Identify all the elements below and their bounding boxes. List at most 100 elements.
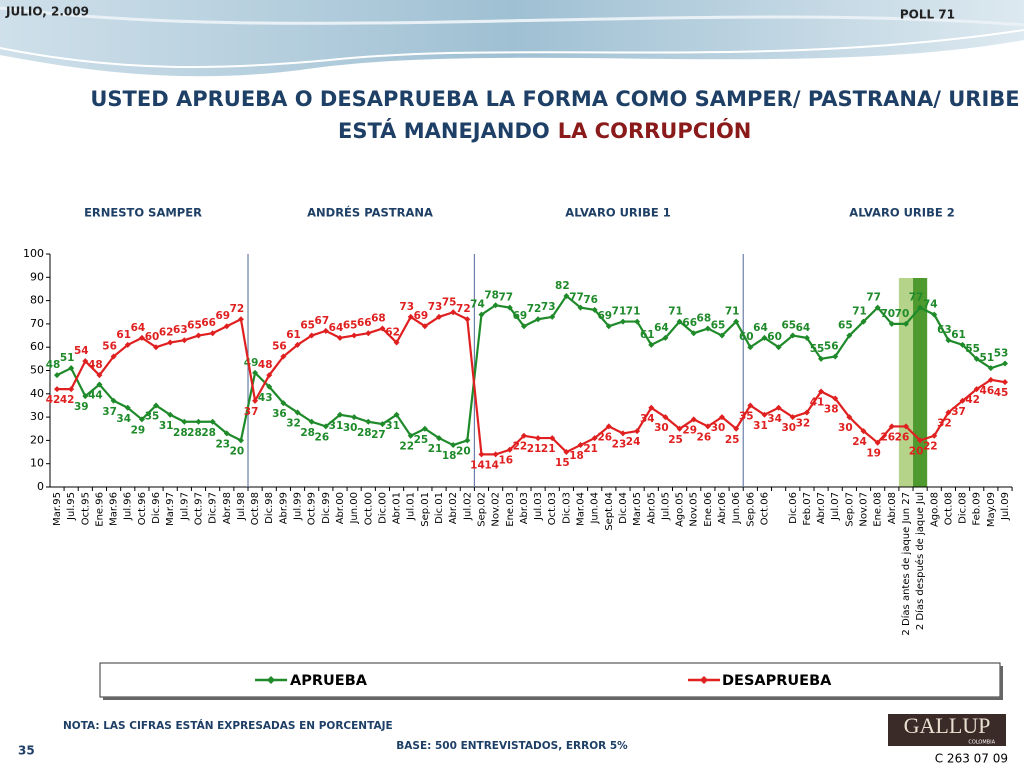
x-tick-label: Mar.97 [165,492,176,526]
x-tick-label: Ene.03 [505,492,516,527]
point [803,334,810,341]
value-label: 26 [880,431,895,443]
point [690,416,697,423]
point [888,320,895,327]
value-label: 31 [159,420,174,432]
point [549,313,556,320]
x-tick-label: Jul.02 [462,492,473,521]
x-tick-label: Jul.99 [293,492,304,521]
value-label: 66 [201,317,216,329]
point [846,332,853,339]
point [138,334,145,341]
point [563,292,570,299]
period-name: ERNESTO SAMPER [84,206,202,220]
value-label: 18 [442,450,457,462]
x-tick-label: May.09 [986,492,997,527]
point [634,428,641,435]
y-tick-label: 80 [30,294,44,307]
value-label: 65 [781,320,796,332]
x-tick-label: Abr.02 [448,492,459,524]
value-label: 23 [612,438,627,450]
value-label: 26 [895,431,910,443]
x-tick-label: Abr.98 [222,492,233,524]
value-label: 69 [513,310,528,322]
x-tick-label: Abr.08 [887,492,898,524]
value-label: 65 [711,320,726,332]
value-label: 64 [329,322,344,334]
value-label: 37 [951,406,966,418]
x-tick-label: Abr.00 [335,492,346,524]
x-tick-label: Oct.08 [943,492,954,525]
value-label: 49 [244,357,259,369]
point [280,400,287,407]
point [591,435,598,442]
point [973,386,980,393]
x-tick-label: Oct.95 [80,492,91,525]
point [634,318,641,325]
point [846,414,853,421]
x-tick-label: Feb.07 [802,492,813,526]
x-tick-label: Jul.95 [66,492,77,521]
point [82,358,89,365]
point [902,423,909,430]
period-name: ALVARO URIBE 1 [565,206,670,220]
point [917,304,924,311]
value-label: 71 [725,306,740,318]
x-tick-label: Oct.98 [250,492,261,525]
legend-label: DESAPRUEBA [722,673,832,689]
point [676,318,683,325]
point [237,437,244,444]
highlight-band [913,278,928,487]
legend-marker [700,676,708,684]
value-label: 25 [414,434,429,446]
x-tick-label: Nov.07 [859,492,870,527]
point [747,402,754,409]
value-label: 68 [371,313,386,325]
point [690,330,697,337]
x-tick-label: Jul.03 [533,492,544,521]
x-tick-label: Oct.96 [137,492,148,525]
value-label: 14 [484,459,499,471]
value-label: 56 [102,341,117,353]
point [393,339,400,346]
point [68,386,75,393]
point [535,435,542,442]
point [223,323,230,330]
value-label: 68 [697,313,712,325]
point [492,451,499,458]
point [832,395,839,402]
point [96,372,103,379]
point [506,446,513,453]
value-label: 73 [399,301,414,313]
point [719,332,726,339]
value-label: 30 [838,422,853,434]
legend-box [99,662,1001,698]
point [294,409,301,416]
x-tick-label: Sept.04 [604,492,615,531]
x-tick-label: Jul.07 [830,492,841,521]
point [336,334,343,341]
value-label: 66 [682,317,697,329]
value-label: 67 [315,315,330,327]
x-tick-label: Abr.99 [278,492,289,524]
value-label: 21 [541,443,556,455]
x-tick-label: Nov.05 [689,492,700,527]
value-label: 61 [951,329,966,341]
x-tick-label: Ago.08 [929,492,940,527]
x-tick-label: Mar.04 [576,492,587,526]
value-label: 72 [230,303,245,315]
value-label: 69 [215,310,230,322]
point [605,323,612,330]
point [181,337,188,344]
point [648,341,655,348]
value-label: 48 [88,359,103,371]
x-tick-label: Mar.96 [109,492,120,526]
point [237,316,244,323]
point [464,437,471,444]
point [379,325,386,332]
x-tick-label: Dic.06 [788,492,799,524]
page-number: 35 [18,744,35,758]
point [209,330,216,337]
value-label: 41 [810,396,825,408]
